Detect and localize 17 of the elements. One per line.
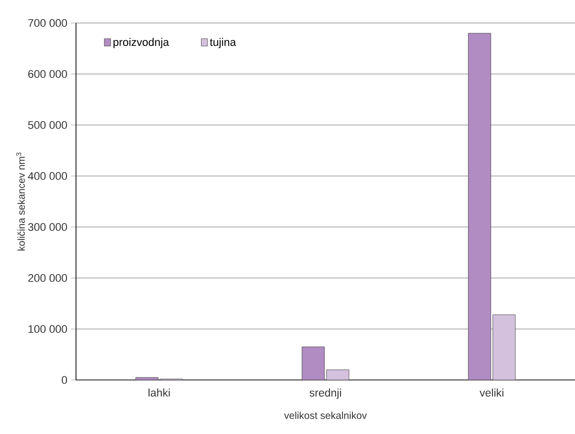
bar <box>468 33 492 380</box>
y-tick-label: 200 000 <box>28 274 68 282</box>
y-tick-label: 100 000 <box>28 325 68 333</box>
y-tick-label: 600 000 <box>28 70 68 78</box>
x-tick-label: veliki <box>480 388 504 397</box>
y-tick-label: 500 000 <box>28 121 68 129</box>
x-tick-label: srednji <box>310 388 341 399</box>
y-tick-label: 400 000 <box>28 172 68 180</box>
legend-label: proizvodnja <box>114 38 170 48</box>
x-tick-label: lahki <box>148 388 170 397</box>
y-tick-label: 700 000 <box>28 19 68 27</box>
y-tick-label: 0 <box>62 376 68 384</box>
bar <box>302 346 325 380</box>
y-axis-title: količina sekancev nm$^{3}$ <box>16 152 25 251</box>
legend-label: tujina <box>210 38 236 48</box>
x-axis-title: velikost sekalnikov <box>284 412 367 419</box>
y-tick-label: 300 000 <box>28 223 68 231</box>
